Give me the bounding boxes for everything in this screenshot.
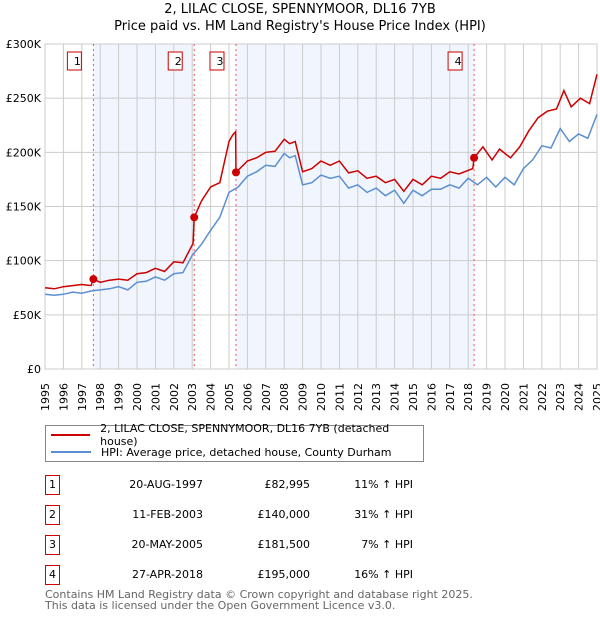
x-tick-label: 2014 (389, 383, 402, 411)
sale-label-box (66, 51, 82, 71)
x-tick-label: 2015 (407, 383, 420, 411)
sale-label-box (167, 51, 183, 71)
sale-label: 1 (74, 55, 81, 68)
sale-date: 20-MAY-2005 (131, 538, 203, 551)
sale-row: 4 27-APR-2018 £195,000 16% ↑ HPI (45, 565, 465, 585)
y-tick-label: £100K (6, 255, 42, 268)
sale-label: 2 (175, 55, 182, 68)
footer-line-1: Contains HM Land Registry data © Crown c… (45, 588, 473, 601)
legend-item-hpi: HPI: Average price, detached house, Coun… (51, 444, 392, 460)
sale-label-box (209, 51, 225, 71)
x-tick-label: 2025 (591, 383, 600, 411)
sale-hpi-diff: 11% ↑ HPI (354, 478, 413, 491)
x-tick-label: 2009 (297, 383, 310, 411)
series-line (44, 114, 598, 297)
x-tick-label: 2019 (481, 383, 494, 411)
sale-hpi-diff: 7% ↑ HPI (361, 538, 413, 551)
y-tick-label: £250K (6, 92, 42, 105)
x-tick-label: 2003 (186, 383, 199, 411)
x-tick-label: 2000 (131, 383, 144, 411)
legend-label: HPI: Average price, detached house, Coun… (101, 445, 392, 459)
x-tick-label: 2018 (462, 383, 475, 411)
y-tick-label: £0 (27, 363, 41, 376)
x-tick-label: 2016 (425, 383, 438, 411)
sale-point (231, 168, 240, 177)
sale-price: £82,995 (264, 478, 311, 491)
sale-date: 27-APR-2018 (131, 568, 203, 581)
legend-label: 2, LILAC CLOSE, SPENNYMOOR, DL16 7YB (de… (100, 422, 390, 448)
x-tick-label: 2008 (278, 383, 291, 411)
sale-price: £140,000 (257, 508, 311, 521)
sale-point (470, 153, 479, 162)
sale-hpi-diff: 31% ↑ HPI (354, 508, 413, 521)
footer-line-2: This data is licensed under the Open Gov… (45, 599, 396, 612)
sale-price: £195,000 (257, 568, 311, 581)
price-chart: 1995 1996 1997 1998 1999 2000 2001 2002 2003 2004… (6, 38, 600, 411)
sale-point (190, 213, 199, 222)
x-tick-label: 2006 (241, 383, 254, 411)
x-tick-label: 2011 (333, 383, 346, 411)
x-tick-label: 2001 (149, 383, 162, 411)
sale-row: 3 20-MAY-2005 £181,500 7% ↑ HPI (45, 535, 465, 555)
x-tick-label: 2017 (444, 383, 457, 411)
x-tick-label: 2024 (573, 383, 586, 411)
x-tick-label: 2002 (168, 383, 181, 411)
sale-marker-badge: 4 (45, 565, 60, 585)
x-tick-label: 1996 (57, 383, 70, 411)
legend-swatch-red (51, 434, 91, 436)
sale-row: 1 20-AUG-1997 £82,995 11% ↑ HPI (45, 475, 465, 495)
legend: 2, LILAC CLOSE, SPENNYMOOR, DL16 7YB (de… (45, 422, 424, 462)
legend-swatch-blue (51, 451, 91, 453)
x-tick-label: 2021 (517, 383, 530, 411)
x-tick-label: 2005 (223, 383, 236, 411)
x-tick-label: 2010 (315, 383, 328, 411)
sale-point (89, 275, 98, 284)
legend-item-property: 2, LILAC CLOSE, SPENNYMOOR, DL16 7YB (de… (51, 422, 423, 448)
y-tick-label: £200K (6, 146, 42, 159)
sale-marker-badge: 3 (45, 535, 60, 555)
sale-marker-badge: 2 (45, 505, 60, 525)
chart-subtitle: Price paid vs. HM Land Registry's House … (114, 19, 486, 34)
footer: Contains HM Land Registry data © Crown c… (45, 589, 473, 611)
y-tick-label: £150K (6, 201, 42, 214)
x-tick-label: 1995 (39, 383, 52, 411)
x-tick-label: 1999 (113, 383, 126, 411)
sale-label: 3 (216, 55, 223, 68)
sale-date: 20-AUG-1997 (129, 478, 203, 491)
x-tick-label: 2007 (260, 383, 273, 411)
sale-label-box (447, 51, 463, 71)
x-tick-label: 2013 (370, 383, 383, 411)
x-tick-label: 1998 (94, 383, 107, 411)
y-tick-label: £300K (6, 38, 42, 51)
x-tick-label: 2012 (352, 383, 365, 411)
series-line (44, 74, 598, 290)
sale-label: 4 (455, 55, 462, 68)
sale-date: 11-FEB-2003 (132, 508, 203, 521)
x-tick-label: 2022 (536, 383, 549, 411)
y-tick-label: £50K (13, 309, 42, 322)
x-tick-label: 2004 (205, 383, 218, 411)
plot-frame (44, 43, 598, 370)
chart-title: 2, LILAC CLOSE, SPENNYMOOR, DL16 7YB (164, 2, 436, 17)
x-tick-label: 1997 (76, 383, 89, 411)
x-tick-label: 2020 (499, 383, 512, 411)
sale-price: £181,500 (257, 538, 311, 551)
sale-marker-badge: 1 (45, 475, 60, 495)
sale-hpi-diff: 16% ↑ HPI (354, 568, 413, 581)
x-tick-label: 2023 (554, 383, 567, 411)
sale-row: 2 11-FEB-2003 £140,000 31% ↑ HPI (45, 505, 465, 525)
